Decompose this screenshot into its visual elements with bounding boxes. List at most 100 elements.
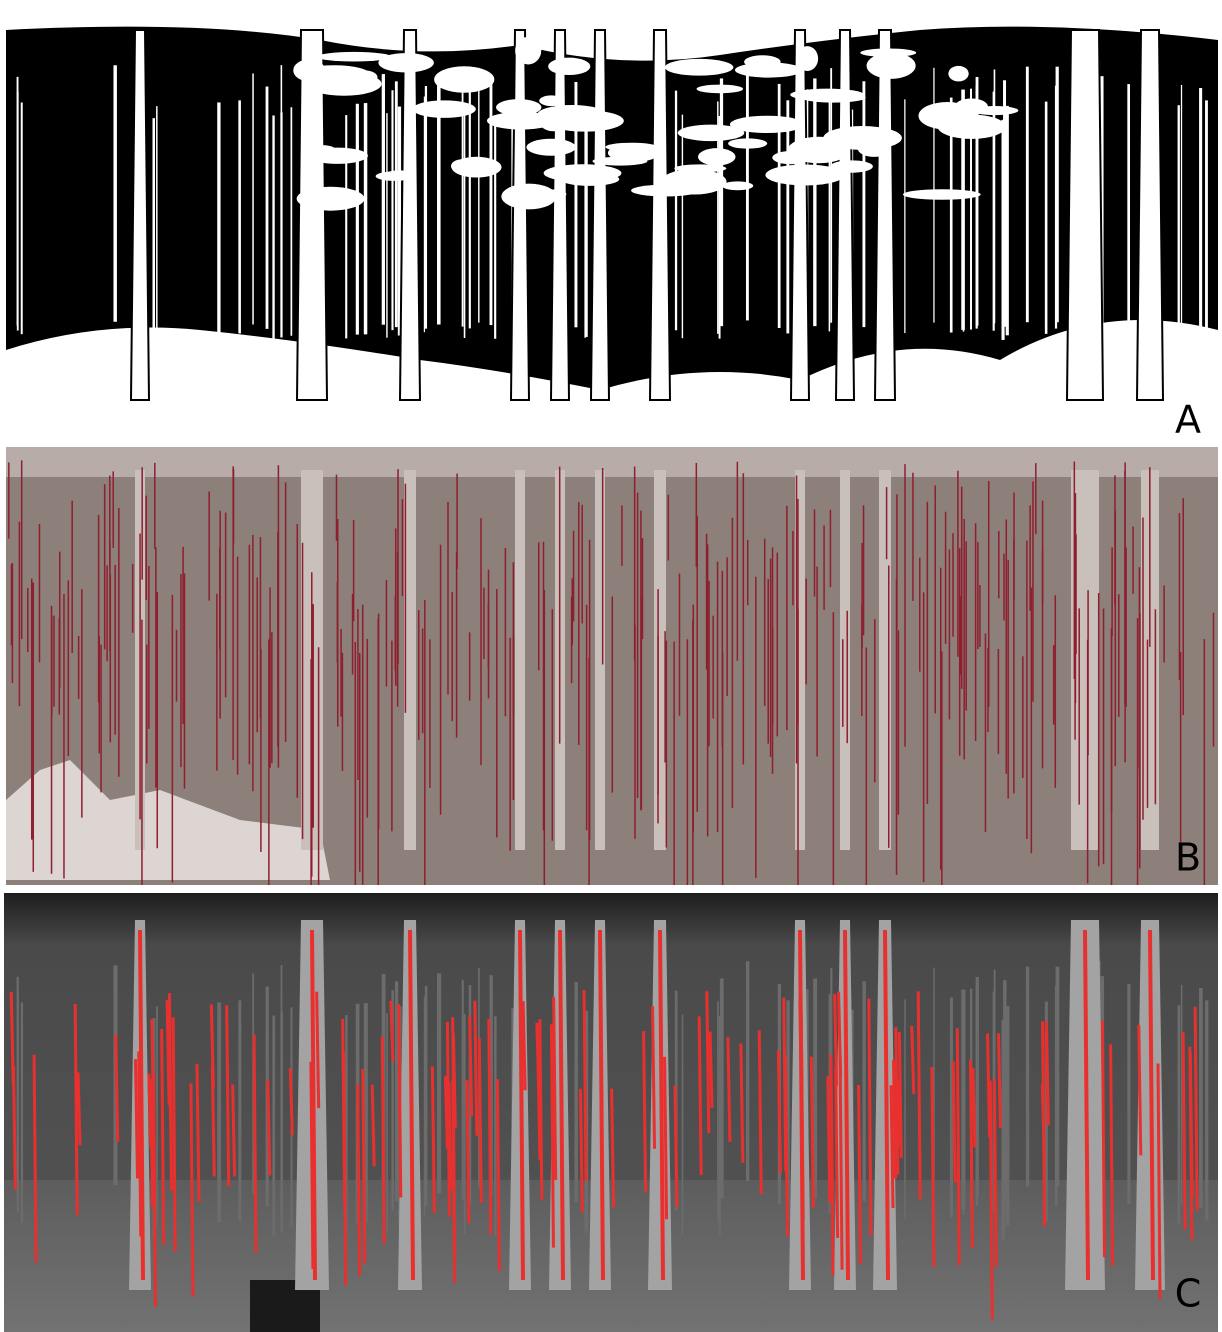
trunk xyxy=(976,986,979,1206)
trunk xyxy=(1026,67,1029,323)
panel-label: C xyxy=(1175,1272,1202,1316)
canopy-patch xyxy=(544,164,622,182)
canopy-patch xyxy=(515,37,541,65)
trunk xyxy=(156,106,157,335)
trunk xyxy=(650,30,670,400)
detected-trunk xyxy=(973,1068,975,1148)
detected-trunk xyxy=(1046,1034,1048,1124)
detected-trunk xyxy=(1102,1021,1104,1257)
trunk xyxy=(862,981,865,1201)
canopy-patch xyxy=(948,66,968,82)
detected-trunk xyxy=(169,1057,171,1137)
detected-trunk xyxy=(1158,1063,1160,1298)
canopy-patch xyxy=(548,58,590,75)
trunk xyxy=(1178,1005,1181,1225)
trunk xyxy=(675,91,677,331)
trunk xyxy=(574,982,577,1202)
trunk xyxy=(1006,1006,1010,1226)
trunk xyxy=(1055,986,1058,1206)
detected-trunk xyxy=(840,1056,842,1270)
trunk xyxy=(1006,106,1009,335)
canopy-patch xyxy=(526,139,575,156)
detected-trunk xyxy=(136,1059,138,1178)
canopy-patch xyxy=(903,189,981,199)
detected-trunk xyxy=(835,994,837,1085)
detected-trunk xyxy=(290,1068,292,1135)
trunk xyxy=(469,85,471,328)
detected-trunk xyxy=(211,1004,213,1087)
trunk xyxy=(1137,30,1163,400)
trunk xyxy=(17,992,19,1212)
detected-trunk xyxy=(994,1079,996,1267)
trunk xyxy=(904,999,905,1219)
detected-trunk xyxy=(233,1085,235,1177)
canopy-patch xyxy=(858,139,891,157)
trunk xyxy=(152,118,155,339)
trunk xyxy=(511,30,529,400)
canopy-patch xyxy=(434,66,494,93)
trunk xyxy=(238,1000,241,1220)
canopy-patch xyxy=(539,95,563,106)
detected-trunk xyxy=(470,1016,472,1116)
detected-trunk xyxy=(78,1072,80,1145)
trunk xyxy=(462,980,464,1200)
canopy-patch xyxy=(413,100,476,118)
trunk xyxy=(494,116,496,339)
trunk xyxy=(21,103,23,335)
panel-b xyxy=(6,447,1218,959)
panel-c xyxy=(4,893,1218,1332)
trunk xyxy=(584,113,586,338)
detected-trunk xyxy=(891,1085,893,1208)
trunk xyxy=(682,1015,684,1235)
canopy-patch xyxy=(317,52,391,62)
figure: A B C xyxy=(0,0,1222,1332)
canopy-patch xyxy=(537,105,606,124)
detected-trunk xyxy=(1139,1025,1141,1155)
detected-trunk xyxy=(317,992,319,1108)
detected-trunk xyxy=(828,1076,830,1202)
canopy-patch xyxy=(661,169,726,194)
detected-trunk xyxy=(831,1054,833,1275)
page: A B C (() => { const data = JSON.parse(d… xyxy=(0,0,1222,1332)
canopy-patch xyxy=(307,148,368,164)
detected-trunk xyxy=(537,1023,539,1087)
detected-trunk xyxy=(139,1051,141,1236)
canopy-patch xyxy=(665,59,734,76)
detected-trunk xyxy=(811,1057,813,1208)
trunk xyxy=(281,65,283,322)
trunk xyxy=(862,81,865,327)
canopy-patch xyxy=(728,138,767,148)
trunk xyxy=(437,974,441,1194)
trunk xyxy=(1178,105,1180,335)
detected-trunk xyxy=(970,1060,972,1248)
detected-trunk xyxy=(479,1038,481,1203)
trunk xyxy=(21,1003,23,1223)
detected-trunk xyxy=(227,1005,229,1186)
canopy-patch xyxy=(801,93,865,103)
trunk xyxy=(400,30,420,400)
detected-trunk xyxy=(859,1085,861,1264)
trunk xyxy=(1181,985,1182,1205)
detected-trunk xyxy=(75,1004,77,1215)
canopy-patch xyxy=(744,55,781,68)
canopy-patch xyxy=(797,46,819,71)
detected-trunk xyxy=(912,1026,914,1094)
detected-trunk xyxy=(358,1085,360,1276)
panel-label: B xyxy=(1175,836,1201,880)
trunk xyxy=(490,75,493,325)
trunk xyxy=(281,965,283,1185)
detected-trunk xyxy=(453,1080,455,1283)
trunk xyxy=(382,74,385,325)
detected-trunk xyxy=(497,1079,499,1271)
trunk xyxy=(217,102,220,334)
canopy-patch xyxy=(722,181,753,190)
trunk xyxy=(1205,100,1208,333)
detected-trunk xyxy=(467,1080,469,1223)
detected-trunk xyxy=(710,1032,712,1108)
detected-trunk xyxy=(699,1016,701,1175)
detected-trunk xyxy=(268,1080,270,1175)
canopy-patch xyxy=(385,170,415,178)
detected-trunk xyxy=(523,1001,525,1090)
detected-trunk xyxy=(1183,1032,1185,1229)
detected-trunk xyxy=(399,1004,401,1198)
